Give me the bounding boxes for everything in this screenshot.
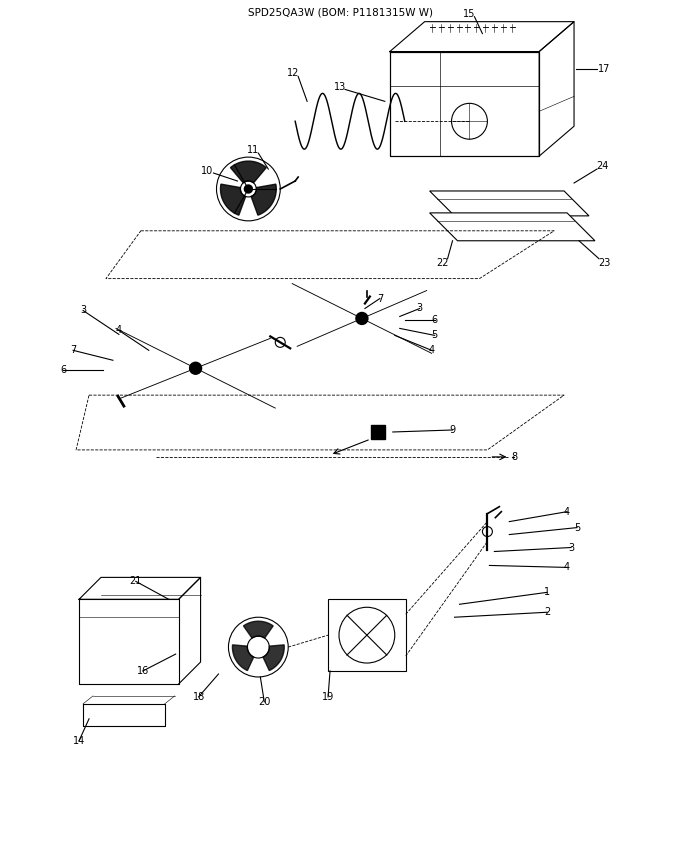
Text: SPD25QA3W (BOM: P1181315W W): SPD25QA3W (BOM: P1181315W W) <box>248 8 432 18</box>
Polygon shape <box>220 184 245 215</box>
Text: 1: 1 <box>544 587 550 597</box>
Text: 24: 24 <box>597 161 609 171</box>
Text: 4: 4 <box>116 325 122 336</box>
Text: 4: 4 <box>564 507 570 517</box>
Polygon shape <box>233 645 254 670</box>
Text: 4: 4 <box>564 562 570 573</box>
Text: 15: 15 <box>463 9 475 19</box>
Text: 22: 22 <box>437 258 449 268</box>
Polygon shape <box>263 645 284 670</box>
Text: 7: 7 <box>377 294 383 304</box>
Text: 2: 2 <box>544 607 550 617</box>
Polygon shape <box>430 213 595 241</box>
Polygon shape <box>251 184 276 215</box>
Text: 13: 13 <box>334 82 346 92</box>
Text: 5: 5 <box>574 523 580 532</box>
Text: 23: 23 <box>598 258 611 268</box>
Text: 8: 8 <box>511 452 517 462</box>
Text: 12: 12 <box>287 68 299 79</box>
Circle shape <box>356 312 368 324</box>
Circle shape <box>244 185 252 193</box>
Text: 14: 14 <box>73 735 85 746</box>
Text: 3: 3 <box>80 306 86 316</box>
Text: 6: 6 <box>432 316 438 325</box>
Text: 7: 7 <box>70 345 76 355</box>
Text: 19: 19 <box>322 692 334 702</box>
Text: 3: 3 <box>417 304 423 313</box>
Polygon shape <box>231 161 267 183</box>
Text: 21: 21 <box>130 576 142 586</box>
Text: 11: 11 <box>248 146 260 155</box>
Polygon shape <box>243 621 273 638</box>
Text: 17: 17 <box>598 64 610 74</box>
Polygon shape <box>430 191 589 216</box>
Text: 5: 5 <box>432 330 438 341</box>
Circle shape <box>190 362 201 374</box>
Bar <box>371 425 385 439</box>
Text: 10: 10 <box>201 166 214 176</box>
Text: 4: 4 <box>428 345 435 355</box>
Text: 6: 6 <box>60 366 66 375</box>
Text: 20: 20 <box>258 697 271 707</box>
Text: 9: 9 <box>449 425 456 435</box>
Bar <box>328 599 406 671</box>
Text: 3: 3 <box>568 543 574 552</box>
Text: 18: 18 <box>192 692 205 702</box>
Text: 16: 16 <box>137 666 149 676</box>
